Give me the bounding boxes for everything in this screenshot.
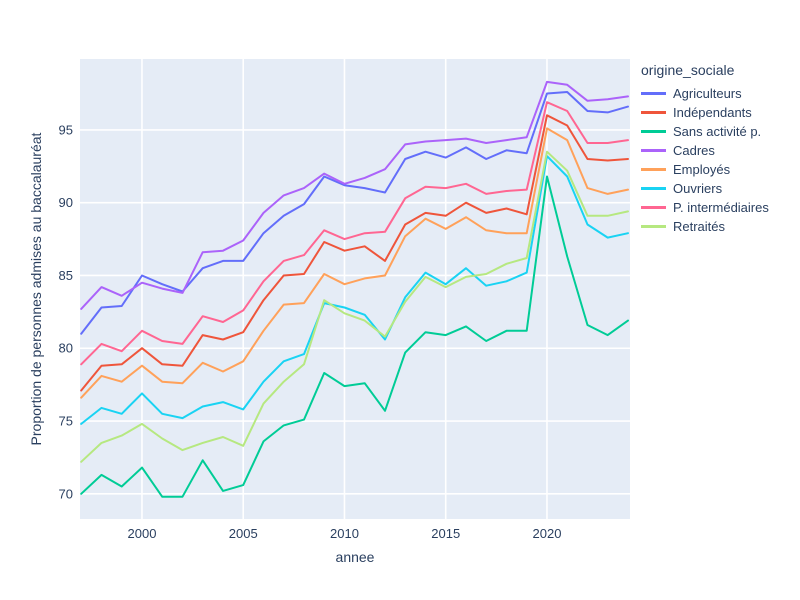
legend-item-Agriculteurs[interactable]: Agriculteurs — [641, 84, 769, 103]
legend-item-label: Employés — [673, 162, 731, 177]
series-line-Employés[interactable] — [80, 127, 629, 399]
legend-swatch-icon — [641, 130, 666, 133]
legend-item-Employés[interactable]: Employés — [641, 160, 769, 179]
y-tick-label: 80 — [59, 341, 73, 356]
series-line-Sans activité p.[interactable] — [80, 175, 629, 498]
series-line-Indépendants[interactable] — [80, 114, 629, 392]
legend-swatch-icon — [641, 111, 666, 114]
x-tick-label: 2000 — [128, 526, 157, 541]
legend-swatch-icon — [641, 187, 666, 190]
y-tick-label: 75 — [59, 414, 73, 429]
y-tick-label: 90 — [59, 195, 73, 210]
series-line-P. intermédiaires[interactable] — [80, 101, 629, 366]
legend-item-Retraités[interactable]: Retraités — [641, 217, 769, 236]
series-line-Retraités[interactable] — [80, 150, 629, 463]
series-line-Agriculteurs[interactable] — [80, 91, 629, 335]
legend-item-P. intermédiaires[interactable]: P. intermédiaires — [641, 198, 769, 217]
x-tick-label: 2010 — [330, 526, 359, 541]
legend-item-Cadres[interactable]: Cadres — [641, 141, 769, 160]
legend-item-label: Retraités — [673, 219, 726, 234]
y-tick-label: 85 — [59, 268, 73, 283]
legend-swatch-icon — [641, 149, 666, 152]
legend-swatch-icon — [641, 168, 666, 171]
legend: origine_sociale Agriculteurs Indépendants… — [641, 62, 769, 236]
x-axis-title: annee — [335, 549, 375, 565]
legend-swatch-icon — [641, 206, 666, 209]
legend-swatch-icon — [641, 92, 666, 95]
legend-item-label: P. intermédiaires — [673, 200, 769, 215]
legend-swatch-icon — [641, 225, 666, 228]
x-tick-label: 2015 — [431, 526, 460, 541]
legend-item-label: Indépendants — [673, 105, 752, 120]
series-line-Cadres[interactable] — [80, 80, 629, 310]
legend-item-label: Ouvriers — [673, 181, 723, 196]
x-tick-label: 2020 — [533, 526, 562, 541]
y-tick-label: 95 — [59, 122, 73, 137]
x-tick-label: 2005 — [229, 526, 258, 541]
legend-item-label: Agriculteurs — [673, 86, 742, 101]
series-line-Ouvriers[interactable] — [80, 155, 629, 425]
legend-item-Indépendants[interactable]: Indépendants — [641, 103, 769, 122]
y-tick-label: 70 — [59, 486, 73, 501]
legend-item-label: Cadres — [673, 143, 715, 158]
legend-items: Agriculteurs Indépendants Sans activité p.… — [641, 84, 769, 236]
legend-item-Sans activité p.[interactable]: Sans activité p. — [641, 122, 769, 141]
legend-title: origine_sociale — [641, 62, 735, 78]
legend-item-label: Sans activité p. — [673, 124, 762, 139]
y-axis-title: Proportion de personnes admises au bacca… — [28, 132, 44, 446]
legend-item-Ouvriers[interactable]: Ouvriers — [641, 179, 769, 198]
